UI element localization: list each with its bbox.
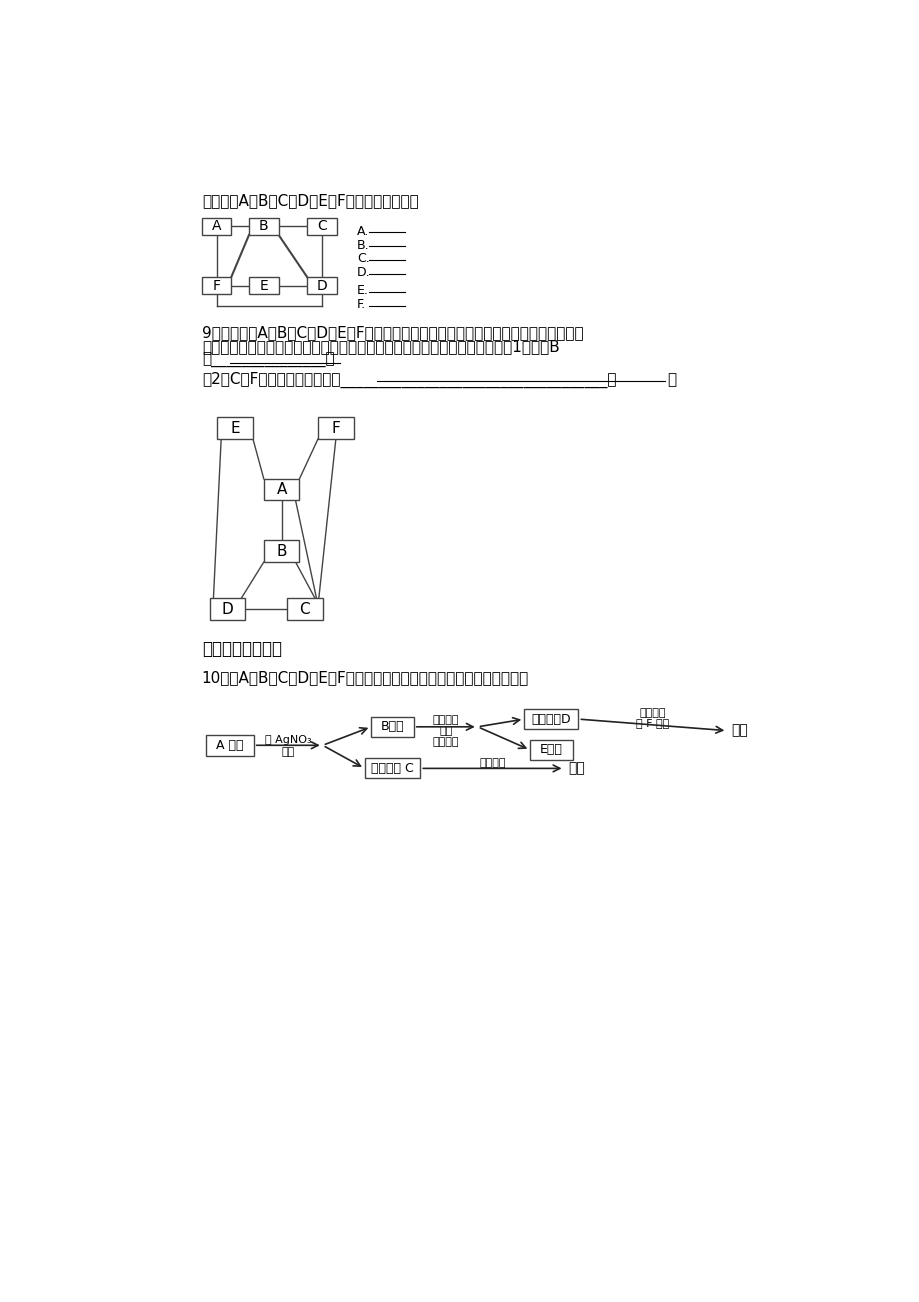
Bar — [217, 417, 253, 439]
Text: A 溶液: A 溶液 — [216, 738, 244, 751]
Text: D: D — [316, 279, 327, 293]
Text: E.: E. — [357, 284, 369, 297]
Bar — [210, 598, 245, 620]
Text: E溶液: E溶液 — [539, 743, 562, 756]
Text: B: B — [259, 219, 268, 233]
Text: C.: C. — [357, 253, 369, 266]
Bar — [364, 758, 420, 779]
Text: F: F — [331, 421, 340, 436]
Text: 是_______________。: 是_______________。 — [201, 353, 335, 368]
Text: 不溶: 不溶 — [731, 724, 747, 738]
Text: 加稀礴酸: 加稀礴酸 — [479, 758, 505, 768]
Bar — [249, 277, 278, 294]
Bar — [201, 217, 231, 234]
Text: （2）C和F反应的化学方程式是___________________________________。: （2）C和F反应的化学方程式是_________________________… — [201, 372, 616, 388]
Text: 9．下图里有A、B、C、D、E、F六种物质，它们是硝酸铜、碳酸钓、氯化钆、稀硫酸、: 9．下图里有A、B、C、D、E、F六种物质，它们是硝酸铜、碳酸钓、氯化钆、稀硫酸… — [201, 326, 583, 341]
Bar — [249, 217, 278, 234]
Text: 关系确定A、B、C、D、E、F各物质的化学式。: 关系确定A、B、C、D、E、F各物质的化学式。 — [201, 193, 418, 208]
Text: D.: D. — [357, 267, 370, 280]
Text: 氢氧化钙五种溶液和单质铁。凡用直线相连的两物质间均可发生化学反应。（1）推断B: 氢氧化钙五种溶液和单质铁。凡用直线相连的两物质间均可发生化学反应。（1）推断B — [201, 340, 559, 354]
Bar — [264, 479, 299, 500]
Bar — [264, 540, 299, 562]
Text: F.: F. — [357, 298, 366, 311]
Text: A: A — [211, 219, 221, 233]
Text: C: C — [300, 602, 310, 617]
Text: F: F — [212, 279, 221, 293]
Text: C: C — [317, 219, 326, 233]
Bar — [529, 740, 572, 760]
Bar — [318, 417, 353, 439]
Text: A: A — [276, 482, 287, 497]
Text: B.: B. — [357, 238, 369, 251]
Bar — [287, 598, 323, 620]
Text: E: E — [230, 421, 240, 436]
Bar — [206, 734, 254, 756]
Bar — [201, 277, 231, 294]
Bar — [307, 217, 336, 234]
Text: 白色沉淤D: 白色沉淤D — [531, 712, 571, 725]
Text: 加稀礴酸: 加稀礴酸 — [639, 707, 665, 717]
Text: 加稀礴酸: 加稀礴酸 — [432, 737, 459, 747]
Text: 过滤: 过滤 — [438, 727, 452, 736]
Text: E: E — [259, 279, 267, 293]
Text: 四、框图式推断题: 四、框图式推断题 — [201, 639, 281, 658]
Text: 10．有A、B、C、D、E、F六种化合物，它们在水溶液中反应关系如下：: 10．有A、B、C、D、E、F六种化合物，它们在水溶液中反应关系如下： — [201, 671, 528, 686]
Text: 加 F 溶液: 加 F 溶液 — [636, 719, 669, 728]
Text: 白色沉淤 C: 白色沉淤 C — [370, 762, 414, 775]
Text: 加 AgNO₃: 加 AgNO₃ — [265, 736, 312, 745]
Text: 过滤: 过滤 — [281, 747, 294, 756]
Text: B: B — [276, 544, 287, 559]
Text: 。: 。 — [666, 372, 675, 387]
Bar — [370, 717, 414, 737]
Text: A.: A. — [357, 225, 369, 238]
Bar — [307, 277, 336, 294]
Text: 加稀硫酸: 加稀硫酸 — [432, 715, 459, 725]
Text: 不溶: 不溶 — [568, 762, 584, 776]
Bar — [524, 710, 578, 729]
Text: D: D — [221, 602, 233, 617]
Text: B溶液: B溶液 — [380, 720, 403, 733]
